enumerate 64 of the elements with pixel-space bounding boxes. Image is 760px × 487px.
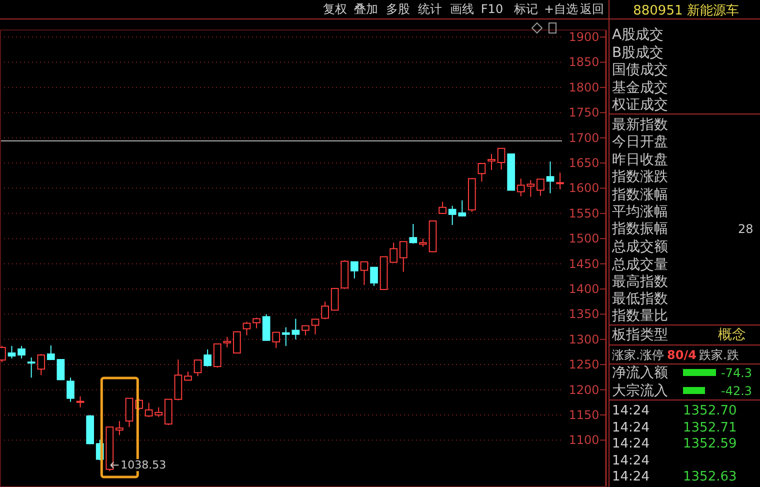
text: 叠加: [354, 2, 378, 16]
y-tick-label: 1350: [568, 307, 600, 322]
text: 跌家.跌: [699, 348, 739, 362]
text: 1352.70: [683, 404, 737, 418]
text: +自选: [544, 2, 578, 16]
text: 净流入额: [612, 365, 668, 381]
y-tick-label: 1800: [568, 80, 600, 94]
text: 14:24: [612, 420, 650, 436]
y-tick-label: 1250: [568, 358, 600, 372]
text: F10: [480, 2, 504, 16]
text: 总成交量: [611, 257, 668, 273]
text: 指数振幅: [611, 221, 668, 237]
text: 统计: [418, 2, 442, 16]
text: 28: [738, 222, 754, 236]
text: 14:24: [612, 454, 650, 468]
y-tick-label: 1700: [568, 130, 600, 145]
text: 基金成交: [612, 80, 668, 96]
y-tick-label: 1100: [568, 433, 600, 448]
y-tick-label: 1850: [568, 55, 600, 70]
text: 880951 新能源车: [633, 4, 739, 18]
text: 国债成交: [612, 62, 668, 78]
y-tick-label: 1450: [568, 256, 600, 271]
text: 今日开盘: [612, 134, 668, 150]
text: B股成交: [612, 45, 664, 61]
y-tick-label: 1900: [568, 30, 600, 44]
y-tick-label: 1500: [568, 232, 600, 246]
text: 返回: [580, 2, 604, 16]
text: 总成交额: [611, 239, 668, 255]
text: 画线: [450, 2, 474, 16]
y-tick-label: 1550: [568, 206, 600, 220]
y-tick-label: 1400: [568, 282, 600, 296]
y-tick-label: 1300: [568, 332, 600, 346]
text: 14:24: [612, 436, 650, 452]
text: -42.3: [721, 384, 752, 398]
text: 指数涨幅: [611, 187, 668, 203]
y-tick-label: 1150: [568, 408, 600, 422]
text: 大宗流入: [612, 383, 668, 399]
text: 最新指数: [612, 117, 668, 133]
text: 平均涨幅: [612, 204, 668, 220]
text: 指数涨跌: [611, 169, 668, 185]
y-tick-label: 1750: [568, 106, 600, 120]
text: 概念: [718, 327, 746, 343]
text: 涨家.涨停: [612, 348, 664, 362]
y-tick-label: 1600: [568, 181, 600, 196]
text: 80/4: [667, 348, 696, 362]
text: 昨日收盘: [612, 152, 668, 168]
text: 板指类型: [611, 327, 668, 343]
text: A股成交: [612, 27, 664, 43]
y-tick-label: 1650: [568, 156, 600, 170]
text: 最低指数: [612, 291, 668, 307]
text: 指数量比: [611, 308, 668, 324]
text: 14:24: [612, 470, 650, 484]
text: 标记: [513, 2, 538, 16]
annotation: 1038.53: [120, 458, 166, 472]
y-tick-label: 1200: [568, 382, 600, 397]
text: 1352.59: [683, 436, 737, 452]
text: -74.3: [721, 366, 752, 380]
text: 14:24: [612, 404, 650, 418]
text: 权证成交: [611, 97, 668, 113]
text: 1352.63: [683, 470, 737, 484]
text: 多股: [386, 2, 410, 16]
text: 1352.71: [683, 420, 737, 436]
text: 复权: [323, 2, 347, 16]
text: 最高指数: [612, 274, 668, 290]
